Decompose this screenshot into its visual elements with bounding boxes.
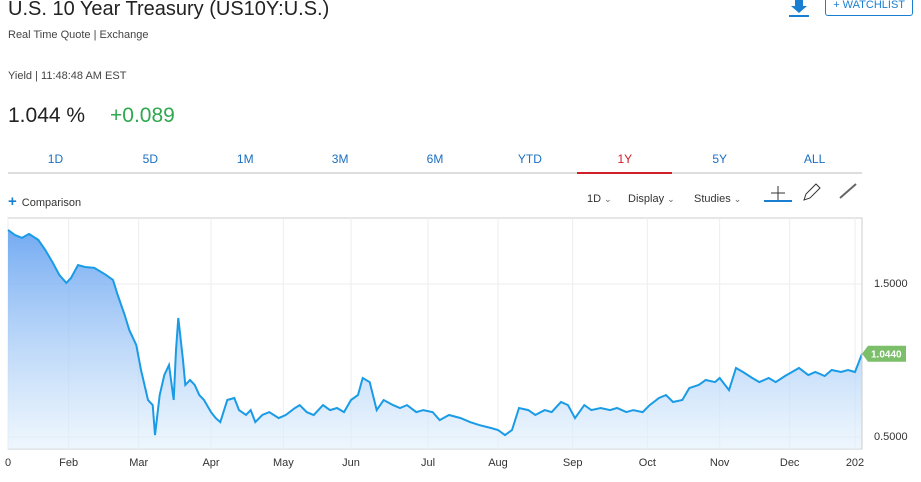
tab[interactable]: 1Y [577, 152, 673, 174]
x-tick-label: Jul [421, 457, 435, 469]
interval[interactable]: 1D [587, 193, 612, 205]
y-tick-label: 0.5000 [874, 431, 908, 443]
current-label: 1.0440 [871, 349, 902, 360]
price: 1.044 % [8, 104, 86, 127]
download-icon[interactable] [789, 0, 809, 17]
display[interactable]: Display [628, 193, 675, 205]
area [8, 229, 862, 449]
comparison[interactable]: + Comparison [8, 193, 81, 210]
x-tick-label: Oct [639, 457, 656, 469]
tab[interactable]: YTD [517, 152, 542, 166]
line [7, 229, 863, 437]
expand-tool[interactable] [839, 183, 857, 199]
tab[interactable]: 1M [236, 152, 254, 166]
subtitle: Real Time Quote | Exchange [8, 29, 149, 41]
tab[interactable]: 5Y [712, 152, 728, 166]
x-tick-label: 0 [5, 457, 11, 469]
title: U.S. 10 Year Treasury (US10Y:U.S.) [8, 0, 330, 20]
x-tick-label: Sep [563, 457, 583, 469]
x-tick-label: 202 [846, 457, 864, 469]
draw-tool[interactable] [803, 183, 821, 201]
change: +0.089 [110, 104, 175, 127]
watchlist-button[interactable]: + WATCHLIST [825, 0, 913, 16]
x-tick-label: Mar [129, 457, 148, 469]
tab[interactable]: 3M [331, 152, 349, 166]
comparison-label: Comparison [21, 197, 82, 209]
x-tick-label: Dec [780, 457, 800, 469]
plus-icon: + [8, 193, 17, 210]
x-tick-label: Apr [202, 457, 219, 469]
tab[interactable]: 6M [426, 152, 444, 166]
tab[interactable]: 1D [47, 152, 64, 166]
x-tick-label: Nov [710, 457, 730, 469]
tab[interactable]: ALL [803, 152, 826, 166]
current-badge [862, 345, 906, 362]
x-tick-label: Feb [59, 457, 78, 469]
yield-time: Yield | 11:48:48 AM EST [8, 70, 127, 82]
y-tick-label: 1.5000 [874, 278, 908, 290]
x-tick-label: Aug [488, 457, 508, 469]
tab[interactable]: 5D [142, 152, 158, 166]
x-tick-label: Jun [342, 457, 360, 469]
studies[interactable]: Studies [694, 193, 741, 205]
tabs: 1D 5D 1M 3M 6M YTD 1Y 5Y ALL [8, 152, 862, 174]
crosshair-tool[interactable] [764, 186, 792, 202]
x-tick-label: May [273, 457, 294, 469]
